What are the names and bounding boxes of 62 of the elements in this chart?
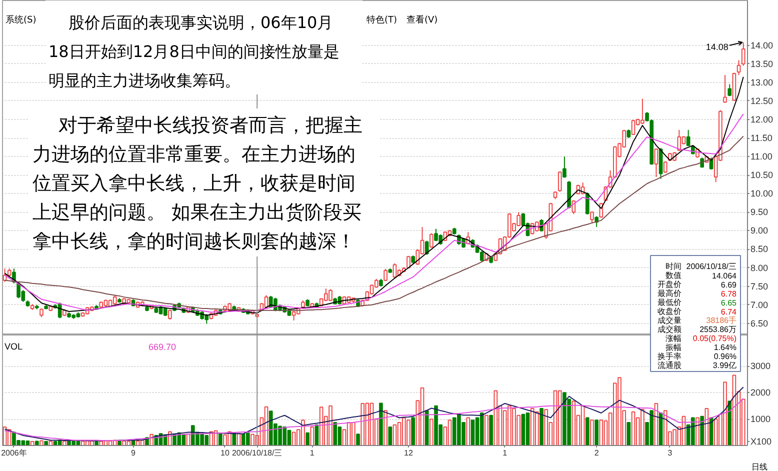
x-tick-label: 9 (131, 448, 136, 458)
annotation: 14.08 (706, 42, 728, 52)
x-tick-label: 10 (220, 448, 230, 458)
annotation: 特色(T) (366, 14, 398, 26)
x-tick-label: 2006年 (1, 448, 27, 458)
y-tick-label: 11.00 (750, 152, 772, 162)
annotation: 流通股 (658, 361, 682, 370)
annotation: 对于希望中长线投资者而言，把握主力进场的位置非常重要。在主力进场的位置买入拿中长线，上升，收获是时间上迟早的问题。 如果在主力出货阶段买拿中长线，拿的时间越长则套的越深！ (32, 114, 362, 252)
y-tick-label: 7.00 (750, 300, 768, 310)
y-tick-label: 9.50 (750, 207, 768, 218)
annotation: 换手率 (658, 352, 682, 361)
y-tick-label: 12.00 (750, 114, 774, 124)
y-tick-label: 1000 (750, 414, 771, 424)
annotation: 2006/10/18/三 (686, 262, 737, 271)
x-tick-label: 2 (594, 448, 600, 458)
y-tick-label: 8.50 (750, 244, 768, 254)
y-tick-label: 14.00 (750, 40, 774, 50)
annotation: 669.70 (148, 342, 176, 352)
x-tick-label: 3 (668, 448, 673, 458)
annotation: 成交量 (658, 316, 682, 325)
annotation: 最低价 (658, 298, 682, 307)
annotation: 1.64% (714, 343, 737, 352)
y-tick-label: 13.50 (750, 58, 774, 69)
annotation: 系统(S) (6, 14, 36, 26)
x-tick-label: 2006/10/18/三 (232, 448, 282, 458)
y-tick-label: 2000 (750, 388, 771, 398)
x-tick-label: 12 (404, 448, 414, 458)
y-tick-label: 10.00 (750, 188, 774, 199)
y-tick-label: 11.50 (750, 133, 772, 144)
y-tick-label: 8.00 (750, 262, 768, 273)
annotation: 收盘价 (658, 307, 682, 316)
annotation: 成交额 (658, 325, 682, 334)
y-tick-label: 6.50 (750, 318, 768, 328)
y-tick-label: 12.50 (750, 96, 774, 106)
annotation: 0.05(0.75%) (692, 334, 737, 343)
y-tick-label: 7.50 (750, 281, 768, 292)
annotation: 开盘价 (658, 280, 682, 289)
annotation: 6.69 (720, 280, 738, 290)
y-tick-label: 13.00 (750, 77, 774, 88)
annotation: 数值 (666, 271, 682, 280)
annotation: 时间 (666, 262, 682, 271)
text: 日线 (752, 462, 768, 471)
annotation: 2553.86万 (700, 325, 737, 334)
annotation: 振幅 (666, 343, 682, 352)
x-tick-label: 1 (310, 448, 315, 458)
y-tick-label: 3000 (750, 361, 771, 372)
annotation: 0.96% (714, 352, 737, 361)
y-tick-label: 9.00 (750, 226, 768, 236)
annotation: 股价后面的表现事实说明，06年10月18日开始到12月8日中间的间接性放量是明显的主力进场收集筹码。 (48, 13, 340, 90)
annotation: 3.99亿 (712, 361, 737, 370)
y-tick-label: 10.50 (750, 170, 774, 180)
annotation: 38186手 (706, 316, 737, 325)
annotation: 6.74 (720, 308, 738, 316)
annotation: 查看(V) (406, 14, 438, 26)
text: VOL (4, 342, 23, 352)
annotation: 14.064 (712, 272, 738, 280)
y-axis-title: X100 (750, 436, 772, 446)
annotation: 6.78 (720, 290, 738, 298)
annotation: 6.65 (720, 298, 738, 308)
annotation: 涨幅 (666, 334, 682, 343)
x-tick-label: 1 (502, 448, 508, 458)
annotation: 最高价 (658, 289, 682, 298)
